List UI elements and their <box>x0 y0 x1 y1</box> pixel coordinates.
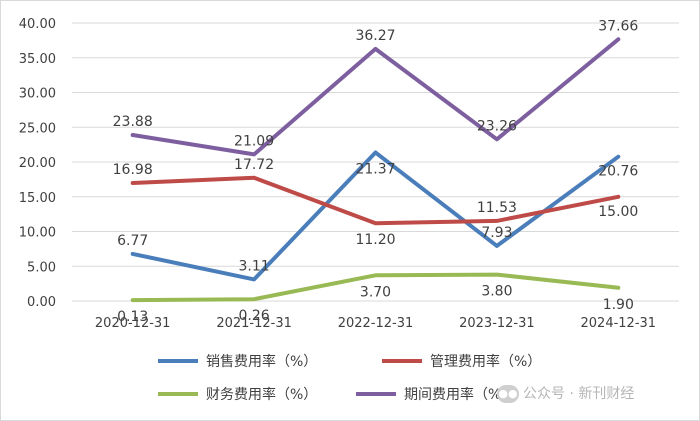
wechat-icon: ●● <box>497 385 519 403</box>
data-label: 15.00 <box>598 204 638 220</box>
data-label: 23.26 <box>477 118 517 134</box>
data-label: 11.53 <box>477 200 517 216</box>
y-tick-label: 40.00 <box>19 17 56 32</box>
data-label: 3.11 <box>239 258 270 274</box>
legend-label: 销售费用率（%） <box>206 353 317 370</box>
data-label: 20.76 <box>598 164 638 180</box>
data-label: 0.13 <box>117 309 148 325</box>
data-label: 21.09 <box>234 133 274 149</box>
watermark-text: 公众号 · 新刊财经 <box>523 386 635 402</box>
legend-label: 期间费用率（%） <box>404 386 515 403</box>
data-label: 17.72 <box>234 157 274 173</box>
y-tick-label: 10.00 <box>19 226 56 241</box>
data-label: 23.88 <box>113 114 153 130</box>
x-tick-label: 2023-12-31 <box>459 316 535 331</box>
data-label: 11.20 <box>355 232 395 248</box>
series-line <box>130 272 621 303</box>
series-line <box>130 150 621 282</box>
series-line <box>130 175 621 226</box>
watermark: ●● 公众号 · 新刊财经 <box>497 383 634 403</box>
y-tick-label: 30.00 <box>19 87 56 102</box>
data-label: 1.90 <box>603 297 634 313</box>
y-tick-label: 0.00 <box>27 295 56 310</box>
x-tick-label: 2024-12-31 <box>581 316 657 331</box>
series-line <box>130 37 621 157</box>
y-tick-label: 15.00 <box>19 191 56 206</box>
y-tick-label: 25.00 <box>19 121 56 136</box>
data-label: 36.27 <box>355 28 395 44</box>
data-label: 37.66 <box>598 18 638 34</box>
data-label: 21.37 <box>355 161 395 177</box>
x-tick-label: 2022-12-31 <box>338 316 414 331</box>
y-tick-label: 20.00 <box>19 156 56 171</box>
data-label: 3.80 <box>481 284 512 300</box>
legend-label: 财务费用率（%） <box>206 386 317 403</box>
data-label: 0.26 <box>239 308 270 324</box>
x-tick-label: 2020-12-31 <box>95 316 171 331</box>
data-label: 7.93 <box>481 225 512 241</box>
x-tick-label: 2021-12-31 <box>216 316 292 331</box>
data-label: 6.77 <box>117 233 148 249</box>
y-tick-label: 5.00 <box>27 260 56 275</box>
y-tick-label: 35.00 <box>19 52 56 67</box>
data-label: 3.70 <box>360 284 391 300</box>
legend-label: 管理费用率（%） <box>430 353 541 370</box>
data-label: 16.98 <box>113 162 153 178</box>
